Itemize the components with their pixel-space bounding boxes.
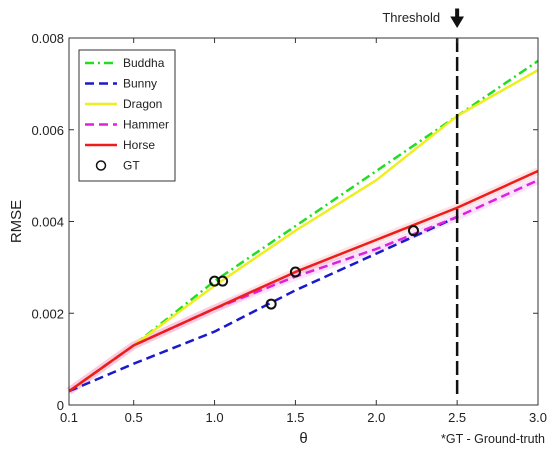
x-axis-ticks: 0.1 0.5 1.0 1.5 2.0 2.5 3.0	[60, 38, 547, 425]
legend-label-horse: Horse	[123, 138, 155, 152]
threshold-layer: Threshold	[382, 8, 465, 395]
series-line-horse	[68, 169, 539, 393]
series-line-bunny	[68, 215, 458, 393]
x-axis-label: θ	[299, 430, 307, 447]
y-tick-label: 0.006	[31, 123, 64, 138]
y-axis-ticks: 0 0.002 0.004 0.006 0.008	[31, 31, 538, 413]
x-tick-label: 1.5	[286, 410, 304, 425]
legend-label-bunny: Bunny	[123, 77, 157, 91]
x-tick-label: 1.0	[206, 410, 224, 425]
legend: Buddha Bunny Dragon Hammer Horse GT	[78, 49, 176, 182]
y-tick-label: 0.008	[31, 31, 64, 46]
legend-label-gt: GT	[123, 159, 140, 173]
gt-point	[217, 275, 229, 287]
y-tick-label: 0.002	[31, 306, 64, 321]
gt-point	[407, 225, 419, 237]
legend-label-buddha: Buddha	[123, 56, 165, 70]
legend-label-dragon: Dragon	[123, 97, 162, 111]
threshold-arrow-icon	[450, 8, 465, 28]
legend-box	[78, 49, 176, 182]
legend-label-hammer: Hammer	[123, 118, 169, 132]
x-tick-label: 2.0	[367, 410, 385, 425]
gt-point	[265, 298, 277, 310]
threshold-label: Threshold	[382, 10, 440, 25]
x-tick-label: 0.5	[125, 410, 143, 425]
y-axis-label: RMSE	[8, 200, 25, 243]
footnote-gt: *GT - Ground-truth	[441, 432, 545, 446]
x-tick-label: 0.1	[60, 410, 78, 425]
gt-points-layer	[209, 225, 419, 310]
gt-point	[289, 266, 301, 278]
x-tick-label: 2.5	[448, 410, 466, 425]
legend-swatch-gt	[95, 160, 107, 171]
y-tick-label: 0	[57, 398, 64, 413]
y-tick-label: 0.004	[31, 215, 64, 230]
x-tick-label: 3.0	[529, 410, 547, 425]
